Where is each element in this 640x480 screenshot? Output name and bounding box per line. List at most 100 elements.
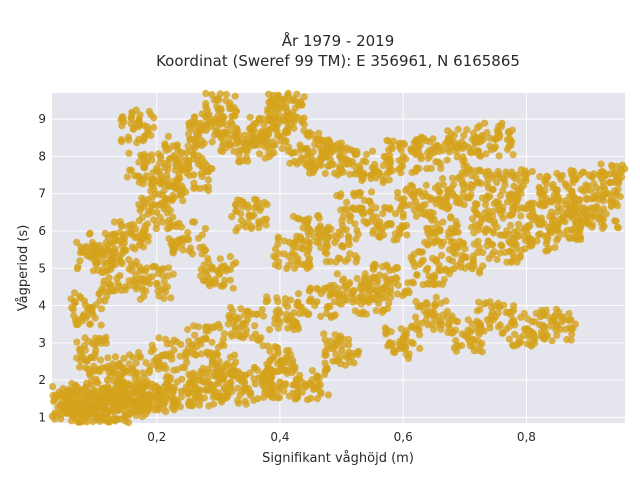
scatter-point-cluster (368, 147, 377, 155)
scatter-point-cluster (298, 245, 306, 253)
scatter-point-cluster (460, 162, 468, 170)
scatter-point-cluster (509, 204, 517, 212)
scatter-point-cluster (208, 360, 216, 369)
scatter-point-cluster (298, 100, 306, 109)
scatter-point-cluster (261, 143, 269, 151)
scatter-point-cluster (154, 403, 162, 411)
scatter-point-cluster (280, 250, 288, 258)
scatter-point-cluster (384, 342, 392, 350)
scatter-point-cluster (409, 339, 417, 348)
scatter-point-cluster (472, 167, 480, 175)
scatter-point-cluster (127, 120, 135, 128)
scatter-point-cluster (439, 175, 447, 183)
scatter-point-cluster (300, 114, 308, 122)
scatter-point-cluster (419, 256, 427, 264)
scatter-point-cluster (309, 147, 317, 156)
scatter-point-cluster (473, 307, 481, 315)
scatter-point-cluster (452, 250, 460, 258)
scatter-point-cluster (289, 322, 297, 330)
scatter-point-cluster (367, 188, 376, 196)
scatter-point-cluster (315, 141, 323, 149)
scatter-point-cluster (353, 147, 361, 155)
scatter-point-cluster (538, 321, 547, 329)
y-axis-ticks: 1 2 3 4 5 6 7 8 9 (38, 112, 46, 424)
scatter-point-cluster (327, 337, 335, 345)
scatter-point-cluster (265, 326, 274, 334)
scatter-point-cluster (551, 243, 559, 251)
scatter-point-cluster (73, 418, 82, 426)
scatter-point-cluster (330, 142, 338, 150)
scatter-point-cluster (156, 171, 164, 179)
scatter-point-cluster (264, 297, 272, 305)
scatter-point-cluster (415, 204, 423, 213)
scatter-point-cluster (388, 142, 396, 150)
scatter-point-cluster (291, 148, 299, 156)
scatter-point-cluster (162, 380, 170, 389)
x-tick-label: 0,6 (394, 430, 413, 444)
scatter-point-cluster (569, 203, 577, 211)
scatter-point-cluster (287, 296, 295, 304)
scatter-point-cluster (100, 391, 108, 399)
scatter-point-cluster (292, 377, 300, 385)
scatter-point-cluster (508, 210, 517, 218)
scatter-point-cluster (196, 185, 204, 193)
scatter-point-cluster (321, 336, 329, 344)
scatter-point-cluster (118, 242, 126, 250)
scatter-point-cluster (369, 229, 377, 237)
scatter-point-cluster (327, 225, 335, 233)
scatter-point-cluster (422, 137, 430, 145)
scatter-point-cluster (137, 151, 145, 159)
scatter-point-cluster (559, 313, 567, 321)
scatter-point-cluster (572, 234, 580, 242)
scatter-point-cluster (184, 142, 192, 150)
scatter-point (202, 126, 210, 134)
scatter-point-cluster (412, 212, 420, 220)
scatter-point-cluster (57, 415, 65, 423)
scatter-point-cluster (146, 362, 154, 371)
scatter-point-cluster (372, 174, 380, 182)
scatter-point-cluster (119, 377, 127, 385)
scatter-point-cluster (284, 303, 292, 311)
scatter-point-cluster (295, 309, 303, 318)
scatter-point-cluster (248, 334, 256, 342)
scatter-point (140, 164, 148, 172)
scatter-point-cluster (576, 203, 584, 211)
scatter-point-cluster (185, 370, 193, 378)
scatter-point-cluster (170, 366, 178, 374)
scatter-point-cluster (510, 172, 518, 180)
scatter-point-cluster (496, 303, 504, 312)
scatter-point-cluster (59, 384, 67, 393)
scatter-point-cluster (562, 325, 570, 333)
scatter-point-cluster (237, 210, 245, 218)
scatter-point-cluster (51, 409, 59, 417)
scatter-point-cluster (244, 218, 252, 226)
scatter-point-cluster (177, 340, 185, 349)
scatter-point-cluster (355, 347, 363, 355)
scatter-point-cluster (490, 248, 498, 256)
scatter-point-cluster (135, 158, 143, 166)
scatter-point-cluster (597, 172, 605, 180)
scatter-point-cluster (154, 361, 162, 369)
scatter-point-cluster (288, 257, 296, 265)
scatter-point-cluster (217, 282, 225, 290)
scatter-point-cluster (493, 179, 501, 187)
scatter-point-cluster (424, 154, 432, 162)
scatter-point (424, 264, 432, 272)
scatter-point-cluster (554, 208, 562, 216)
scatter-point-cluster (522, 177, 530, 185)
scatter-point (91, 404, 99, 412)
scatter-point-cluster (145, 273, 153, 282)
scatter-point-cluster (201, 267, 209, 275)
scatter-point-cluster (164, 394, 172, 402)
scatter-point-cluster (202, 89, 210, 97)
scatter-point-cluster (142, 172, 151, 180)
scatter-point-cluster (337, 190, 345, 198)
scatter-point-cluster (407, 181, 415, 189)
scatter-point-cluster (376, 233, 384, 241)
scatter-point-cluster (266, 356, 274, 364)
scatter-point-cluster (621, 165, 629, 173)
scatter-point-cluster (123, 173, 131, 181)
scatter-point-cluster (576, 227, 584, 235)
scatter-point-cluster (419, 192, 427, 200)
scatter-point (559, 212, 568, 220)
